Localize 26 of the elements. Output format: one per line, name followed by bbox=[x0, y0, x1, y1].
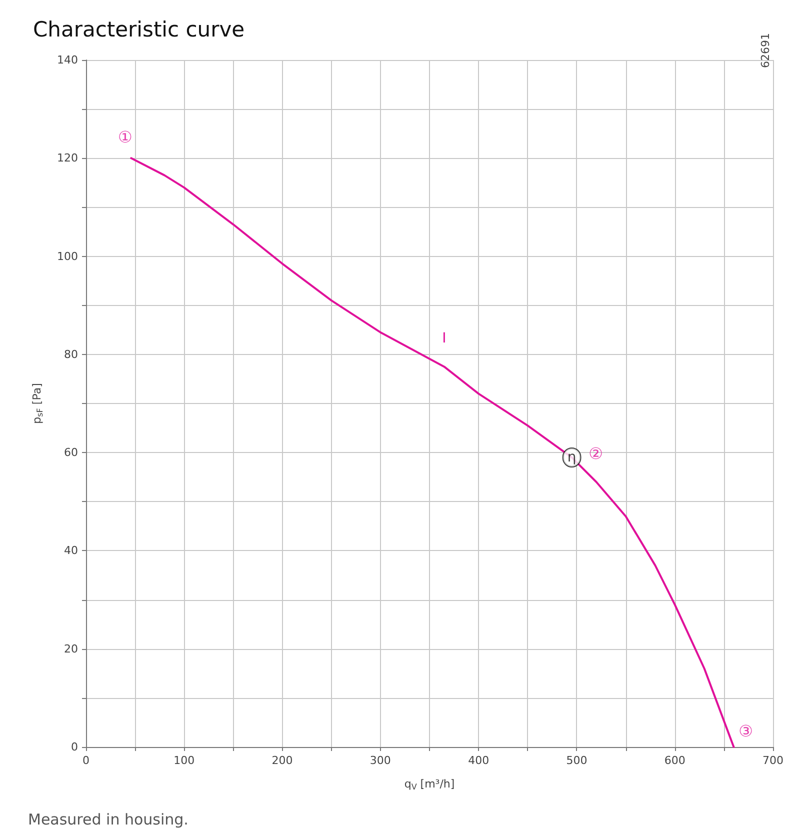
y-tick-label: 120 bbox=[57, 152, 78, 165]
y-tick-label: 80 bbox=[64, 348, 78, 361]
text: Measured in housing. bbox=[28, 810, 188, 828]
series-label: I bbox=[442, 330, 446, 347]
x-tick-label: 0 bbox=[82, 754, 90, 767]
y-tick-label: 20 bbox=[64, 642, 78, 656]
annotation: ① bbox=[118, 128, 132, 147]
annotation: ③ bbox=[738, 722, 753, 740]
x-tick-label: 400 bbox=[468, 754, 490, 767]
y-tick-label: 60 bbox=[64, 446, 78, 460]
x-tick-label: 200 bbox=[272, 754, 293, 767]
y-tick-label: 40 bbox=[64, 544, 78, 558]
chart-title: Characteristic curve bbox=[33, 18, 245, 42]
y-tick-label: 100 bbox=[57, 250, 78, 263]
line-series bbox=[130, 157, 735, 748]
y-tick-label: 0 bbox=[71, 740, 78, 754]
x-tick-label: 600 bbox=[664, 754, 686, 767]
annotation: 62691 bbox=[759, 33, 772, 68]
x-tick-label: 700 bbox=[762, 754, 784, 767]
x-tick-label: 500 bbox=[566, 754, 588, 767]
x-tick-label: 100 bbox=[174, 754, 195, 767]
annotation: ② bbox=[588, 444, 603, 463]
annotation: η bbox=[567, 449, 576, 466]
x-tick-label: 300 bbox=[370, 754, 391, 767]
y-axis-title: psF [Pa] bbox=[30, 383, 44, 424]
y-tick-label: 140 bbox=[57, 54, 78, 66]
